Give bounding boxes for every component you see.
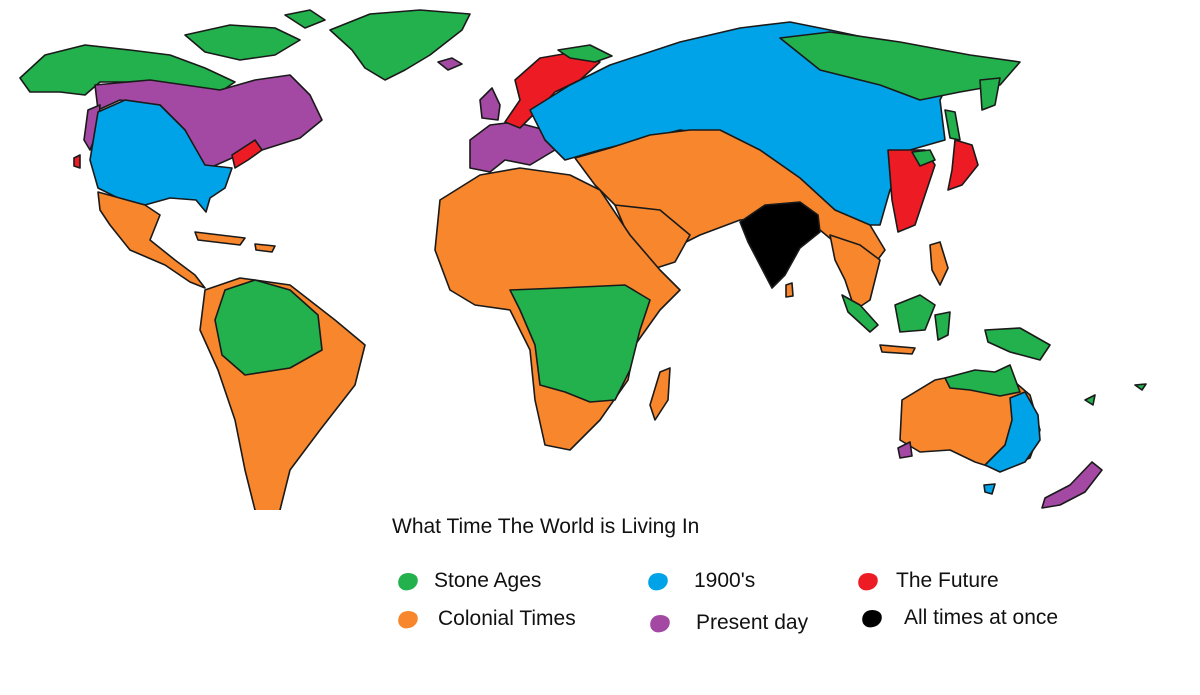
legend-item-1900s: 1900's: [646, 569, 756, 593]
present-day-swatch: [648, 612, 672, 634]
uk-region: [479, 87, 501, 121]
1900s-swatch: [646, 570, 670, 592]
legend-label-the-future: The Future: [896, 569, 999, 592]
north-australia-region: [944, 364, 1021, 397]
borneo-region: [894, 294, 936, 333]
legend-item-stone-ages: Stone Ages: [396, 569, 542, 593]
kamchatka-region: [979, 77, 1001, 111]
sumatra-region: [841, 294, 879, 333]
legend-label-1900s: 1900's: [694, 569, 756, 592]
world-map: [19, 9, 1147, 510]
map-title: What Time The World is Living In: [392, 515, 700, 538]
tasmania-region: [983, 483, 996, 495]
stone-ages-swatch: [396, 570, 420, 592]
central-africa-region: [509, 284, 651, 403]
california-region: [73, 154, 81, 169]
north-canada-region: [19, 44, 236, 96]
amazon-region: [214, 279, 323, 376]
sri-lanka-region: [785, 282, 794, 298]
legend-item-colonial-times: Colonial Times: [396, 607, 576, 631]
legend-item-the-future: The Future: [856, 569, 999, 593]
pacific-island-2: [1134, 383, 1147, 391]
new-zealand-region: [1041, 461, 1103, 509]
caribbean-small: [254, 243, 276, 253]
southeast-asia-region: [829, 234, 881, 311]
philippines-region: [929, 241, 949, 286]
the-future-swatch: [856, 570, 880, 592]
arctic-islands-region: [184, 24, 301, 61]
western-europe-region: [469, 121, 556, 173]
colonial-times-swatch: [396, 608, 420, 630]
japan-region: [947, 139, 979, 191]
madagascar-region: [649, 367, 671, 421]
southwest-australia-region: [897, 441, 913, 459]
legend-label-all-times: All times at once: [904, 606, 1059, 629]
pacific-island: [1084, 394, 1096, 406]
iceland-region: [437, 57, 463, 71]
india-region: [739, 201, 821, 289]
legend-label-colonial-times: Colonial Times: [438, 607, 576, 630]
greenland-region: [329, 9, 471, 81]
siberia-north-region: [779, 31, 1021, 101]
sakhalin-region: [944, 109, 961, 141]
legend-item-present-day: Present day: [648, 611, 809, 635]
java-region: [879, 344, 916, 355]
north-korea-region: [911, 149, 936, 167]
arctic-island-small: [284, 9, 326, 29]
east-australia-region: [984, 391, 1041, 473]
usa-region: [89, 99, 233, 213]
caribbean-islands: [194, 231, 246, 246]
sulawesi-region: [934, 311, 951, 341]
legend-label-present-day: Present day: [696, 611, 809, 634]
lapland-region: [557, 44, 613, 63]
us-east-coast-region: [231, 139, 263, 169]
mexico-region: [97, 191, 206, 289]
new-guinea-region: [984, 327, 1051, 361]
legend-item-all-times: All times at once: [860, 606, 1059, 630]
legend-label-stone-ages: Stone Ages: [434, 569, 542, 592]
all-times-swatch: [860, 607, 884, 629]
